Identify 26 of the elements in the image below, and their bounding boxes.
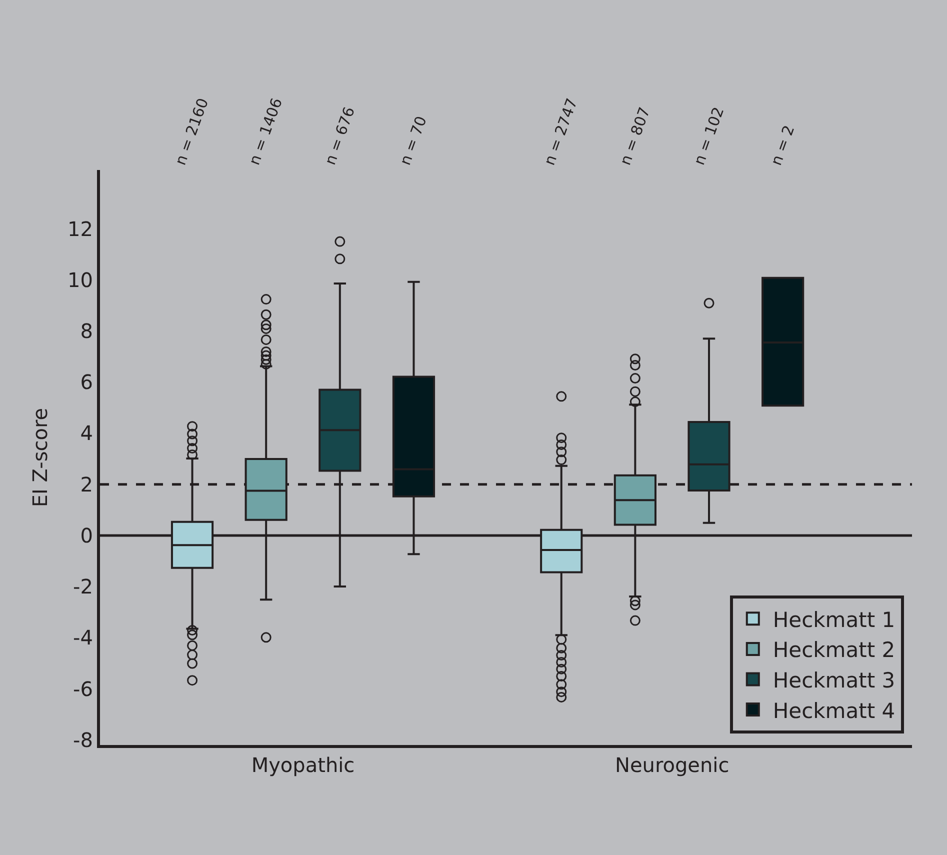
x-tick-label: Myopathic <box>251 753 355 777</box>
y-tick-label: -2 <box>73 574 93 599</box>
y-tick-label: 10 <box>68 268 93 292</box>
y-tick-label: -8 <box>73 728 93 752</box>
y-tick-label: -4 <box>73 626 93 650</box>
legend-label: Heckmatt 3 <box>772 668 896 692</box>
text: n = 1406 <box>245 96 286 168</box>
text: n = 2160 <box>171 96 212 168</box>
legend-label: Heckmatt 1 <box>772 608 896 632</box>
y-tick-label: -6 <box>73 676 93 701</box>
text: n = 102 <box>690 104 728 168</box>
y-tick-label: 8 <box>80 319 93 343</box>
text: n = 807 <box>616 104 654 168</box>
text: n = 676 <box>321 104 359 168</box>
y-axis-title: EI Z-score <box>28 408 52 508</box>
legend-label: Heckmatt 4 <box>772 698 896 723</box>
y-tick-label: 6 <box>80 370 93 394</box>
legend-label: Heckmatt 2 <box>772 638 896 662</box>
y-tick-label: 0 <box>80 523 93 548</box>
text: n = 70 <box>396 114 430 168</box>
text: n = 2 <box>767 122 798 168</box>
y-tick-label: 2 <box>80 472 93 496</box>
y-tick-label: 4 <box>80 421 93 446</box>
y-tick-label: 12 <box>68 216 93 241</box>
x-tick-label: Neurogenic <box>614 753 730 777</box>
text: n = 2747 <box>540 96 582 168</box>
